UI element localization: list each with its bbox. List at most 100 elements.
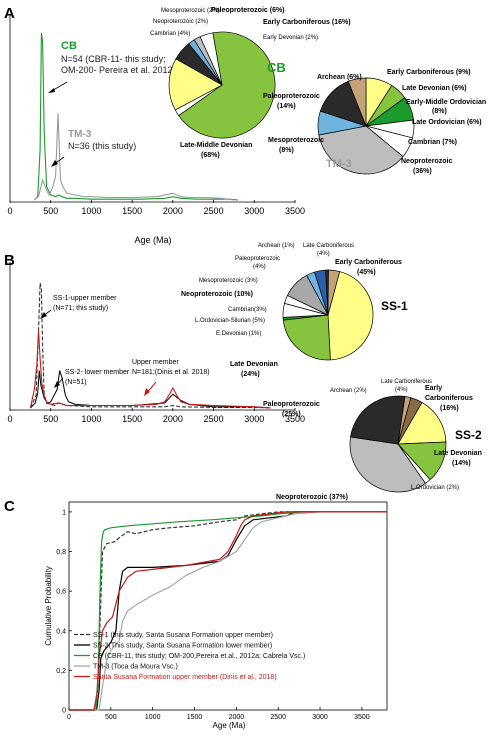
- pie-tm3-label-neo: Neoproterozoic: [401, 158, 452, 165]
- panel-c-y-tick-label: 0,4: [56, 628, 66, 635]
- pie-ss2-label-archean: Archean (2%): [330, 388, 367, 394]
- pie-tm3-label-late-dev: Late Devonian (6%): [402, 85, 467, 92]
- pie-cb-label-neo: Neoproterozoic (2%): [153, 19, 208, 25]
- panel-c-x-tick-label: 3500: [354, 714, 370, 721]
- panel-c-cumulative-plot: 0 500 1000 1500 2000 2500 3000 3500 0 0,2 0,4 0,6 0,…: [56, 501, 388, 721]
- pie-ss1-label-paleo: Paleoproterozoic: [235, 256, 280, 262]
- panel-a-x-tick-label: 3000: [244, 206, 264, 216]
- pie-cb-slice-7: [199, 32, 223, 86]
- panel-b-series-2-line: [30, 370, 271, 409]
- pie-ss1-slice-1: [327, 271, 374, 361]
- cb-curve-label: CB: [61, 40, 77, 52]
- cb-arrow-head: [48, 88, 55, 93]
- panel-a-x-axis-label: Age (Ma): [134, 235, 171, 245]
- pie-tm3-slice-6: [318, 125, 404, 175]
- upper-member-curve-label: Upper member: [132, 359, 179, 366]
- panel-a-x-tick-label: 2500: [204, 206, 224, 216]
- pie-cb-label-meso: Mesoproterozoic (2%): [161, 8, 220, 14]
- panel-a-age-plot: 0 500 1000 1500 2000 2500 3000 3500: [7, 14, 305, 216]
- panel-a-series-2-line: [34, 113, 234, 201]
- panel-c-y-tick-label: 0,2: [56, 668, 66, 675]
- pie-cb-slice-3: [168, 58, 223, 111]
- pie-cb-label-late-mid-dev-pct: (68%): [201, 152, 220, 159]
- panel-label-c: C: [4, 498, 15, 515]
- legend-label-2: SS-2(This study, Santa Susana Formation …: [93, 643, 272, 650]
- panel-b-x-tick-label: 1500: [122, 414, 142, 424]
- pie-ss2-slice-1: [397, 401, 447, 445]
- panel-c-y-tick-label: 1: [62, 509, 66, 516]
- panel-c-x-tick-label: 1500: [187, 714, 203, 721]
- ss2-arrow-head: [54, 381, 60, 388]
- panel-b-series-3-line: [29, 330, 271, 409]
- panel-c-x-tick-label: 2000: [229, 714, 245, 721]
- panel-c-x-axis-label: Age (Ma): [213, 721, 246, 730]
- pie-ss2-title: SS-2: [455, 428, 482, 442]
- pie-ss2-label-early-carb-1: Early: [425, 385, 442, 392]
- pie-tm3-label-early-carb: Early Carboniferous (9%): [387, 69, 471, 76]
- pie-tm3-label-em-ord-pct: (8%): [432, 108, 447, 115]
- pie-tm3-label-em-ord: Early-Middle Ordovician: [406, 99, 486, 106]
- pie-ss1-label-late-dev: Late Devonian: [230, 361, 278, 368]
- panel-c-series-3-line: [69, 511, 387, 711]
- pie-ss1-label-late-dev-pct: (24%): [241, 371, 260, 378]
- pie-ss2-label-paleo: Paleoproterozoic: [263, 401, 320, 408]
- panel-c-x-tick-label: 1000: [145, 714, 161, 721]
- pie-ss2-label-neo: Neoproterozoic (37%): [276, 494, 348, 501]
- panel-a-x-tick-label: 1500: [122, 206, 142, 216]
- panel-c-series-1-line: [69, 511, 387, 711]
- legend-label-5: Santa Susana Formation upper member (Din…: [93, 674, 277, 681]
- panel-a-x-tick-label: 0: [7, 206, 12, 216]
- panel-c-y-tick-label: 0,8: [56, 549, 66, 556]
- panel-label-a: A: [4, 5, 15, 22]
- pie-tm3-label-cambrian: Cambrian (7%): [408, 139, 457, 146]
- pie-ss1-label-meso: Mesoproterozoic (3%): [199, 278, 258, 284]
- panel-a-x-tick-label: 1000: [81, 206, 101, 216]
- legend-label-1: SS-1 (this study, Santa Susana Formation…: [93, 632, 273, 639]
- pie-ss2-label-late-carb-pct: (4%): [395, 387, 408, 393]
- panel-b-x-tick-label: 1000: [81, 414, 101, 424]
- legend-label-4: TM-3 (Toca da Moura Vsc.): [93, 664, 178, 671]
- pie-ss2-label-late-carb: Late Carboniferous: [381, 379, 432, 385]
- pie-ss2-label-early-carb-2: Carboniferous: [425, 395, 473, 402]
- legend-label-3: CB (CBR-11, this study; OM-200,Pereira e…: [93, 653, 305, 660]
- tm3-arrow-head: [51, 160, 58, 167]
- pie-ss1-label-cambrian: Cambrian(3%): [228, 307, 267, 313]
- pie-ss1-label-late-carb-pct: (4%): [317, 251, 330, 257]
- upper-member-arrow-head: [144, 388, 150, 396]
- pie-ss2: [349, 395, 447, 493]
- pie-ss1-label-paleo-pct: (4%): [253, 264, 266, 270]
- pie-tm3-slice-9: [347, 77, 367, 127]
- pie-ss1-label-e-dev: E.Devonian (1%): [216, 331, 261, 337]
- panel-c-y-tick-label: 0: [62, 708, 66, 715]
- panel-c-y-tick-label: 0,6: [56, 589, 66, 596]
- pie-tm3-title: TM-3: [326, 158, 352, 170]
- pie-ss2-label-late-dev: Late Devonian: [434, 450, 482, 457]
- pie-tm3-label-paleo: Paleoproterozoic: [263, 93, 320, 100]
- pie-ss1-label-early-carb-pct: (45%): [357, 269, 376, 276]
- upper-member-curve-note: N=181;(Dinis et al. 2018): [132, 369, 210, 376]
- ss1-arrow-head: [40, 312, 47, 319]
- panel-c-series-4-line: [69, 511, 387, 711]
- pie-cb-title: CB: [267, 60, 286, 75]
- pie-ss2-label-l-ord: L.Ordovician (2%): [411, 485, 459, 491]
- panel-b-x-tick-label: 0: [7, 414, 12, 424]
- pie-ss1-label-late-carb: Late Carboniferous: [303, 243, 354, 249]
- pie-tm3-label-archean: Archean (6%): [317, 74, 362, 81]
- ss1-curve-note: (N=71; this study): [53, 305, 108, 312]
- panel-a-x-tick-label: 500: [43, 206, 58, 216]
- pie-cb-label-cambrian: Cambrian (4%): [150, 31, 190, 37]
- pie-ss1-title: SS-1: [381, 299, 408, 313]
- pie-tm3-label-neo-pct: (36%): [413, 168, 432, 175]
- panel-b-x-tick-label: 2500: [204, 414, 224, 424]
- pie-cb: [168, 31, 276, 139]
- panel-c-legend: SS-1 (this study, Santa Susana Formation…: [74, 632, 305, 681]
- panel-b-x-tick-label: 3500: [285, 414, 305, 424]
- panel-label-b: B: [4, 252, 15, 269]
- pie-tm3: [317, 77, 415, 175]
- pie-ss2-slice-7: [397, 397, 423, 445]
- pie-ss1-label-archean: Archean (1%): [258, 243, 295, 249]
- pie-ss2-slice-5: [350, 395, 406, 445]
- pie-ss2-slice-4: [349, 436, 426, 493]
- panel-c-x-tick-label: 500: [105, 714, 117, 721]
